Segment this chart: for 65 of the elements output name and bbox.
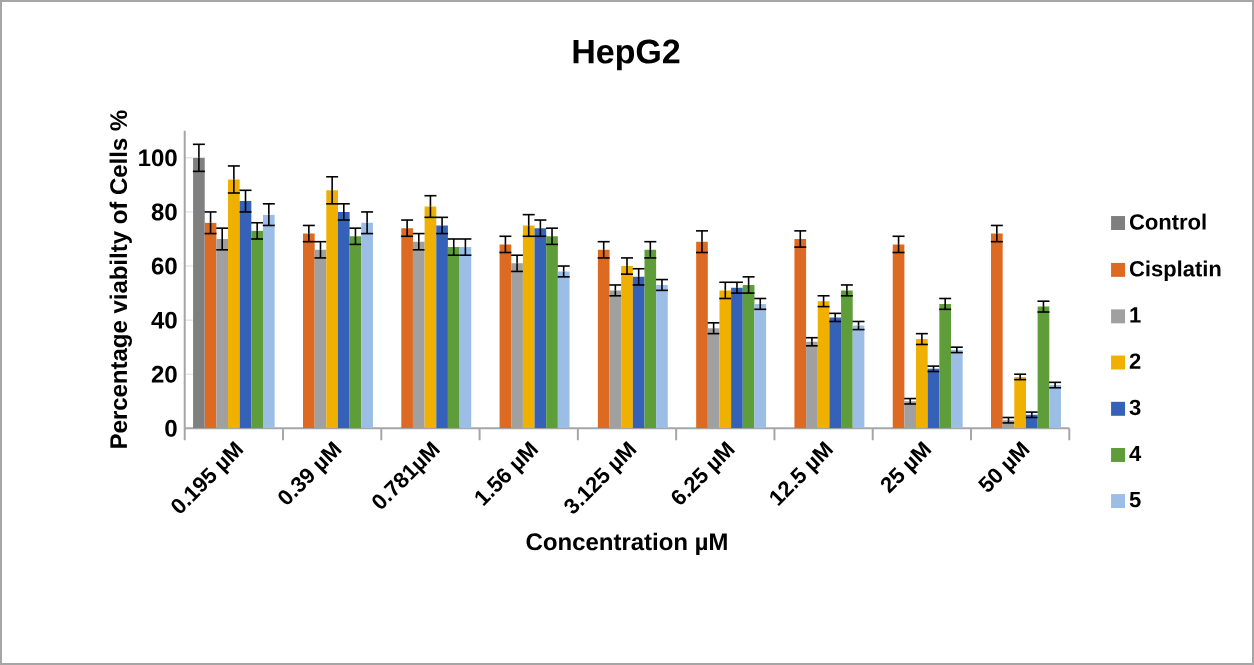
bar [349,236,362,429]
bar [459,247,472,429]
x-tick-label: 0.39 µM [278,440,342,505]
bar [1049,385,1061,429]
bar [817,301,830,429]
bar [731,287,743,429]
legend-label: 3 [1129,399,1141,416]
bar [916,339,928,429]
bar [228,179,240,429]
bar [754,303,767,429]
bar [829,317,842,429]
bar [852,325,865,429]
bar [597,249,610,429]
bar [361,222,373,429]
bar [927,368,940,429]
legend-label: 4 [1129,445,1142,462]
x-tick-label: 25 µM [880,440,932,494]
bar [1014,376,1026,429]
bar [939,303,951,429]
bar [951,349,963,429]
legend-label: Cisplatin [1129,260,1221,281]
bar [251,230,263,429]
y-tick-label: 0 [165,419,177,437]
y-tick-label: 40 [151,311,177,329]
bar [239,201,252,429]
y-axis-title: Percentage viabilty of Cells % [109,110,132,448]
bar [263,214,275,429]
bar [534,228,547,429]
legend-label: 1 [1130,307,1141,323]
bar [1037,306,1050,429]
bar [991,233,1003,429]
bar [401,228,413,429]
bar [719,290,732,429]
bar [644,249,657,429]
bar [193,157,205,429]
legend-label: Control [1129,213,1206,230]
bar [742,285,755,429]
bar [696,241,708,429]
bar [522,225,535,429]
bar [436,225,448,429]
bar [447,247,460,429]
legend-label: 5 [1129,492,1141,508]
bar [841,290,853,429]
x-axis-title: Concentration µM [526,532,727,556]
bar [204,222,217,429]
bar [892,244,905,429]
bar [632,276,645,429]
bar [499,244,512,429]
legend-label: 2 [1129,353,1141,369]
bar [621,266,633,429]
x-tick-label: 50 µM [978,440,1030,492]
bar [794,239,807,429]
bar [337,211,350,429]
y-tick-label: 20 [151,365,177,383]
bar [656,285,668,429]
y-tick-label: 60 [151,257,177,275]
y-tick-label: 80 [151,203,177,221]
bar [303,233,315,429]
bar [326,190,338,429]
chart-title: HepG2 [573,39,680,71]
bar [546,236,558,429]
bar [557,271,570,429]
y-tick-label: 100 [139,149,177,167]
bar [424,206,437,429]
bar [1025,414,1038,429]
